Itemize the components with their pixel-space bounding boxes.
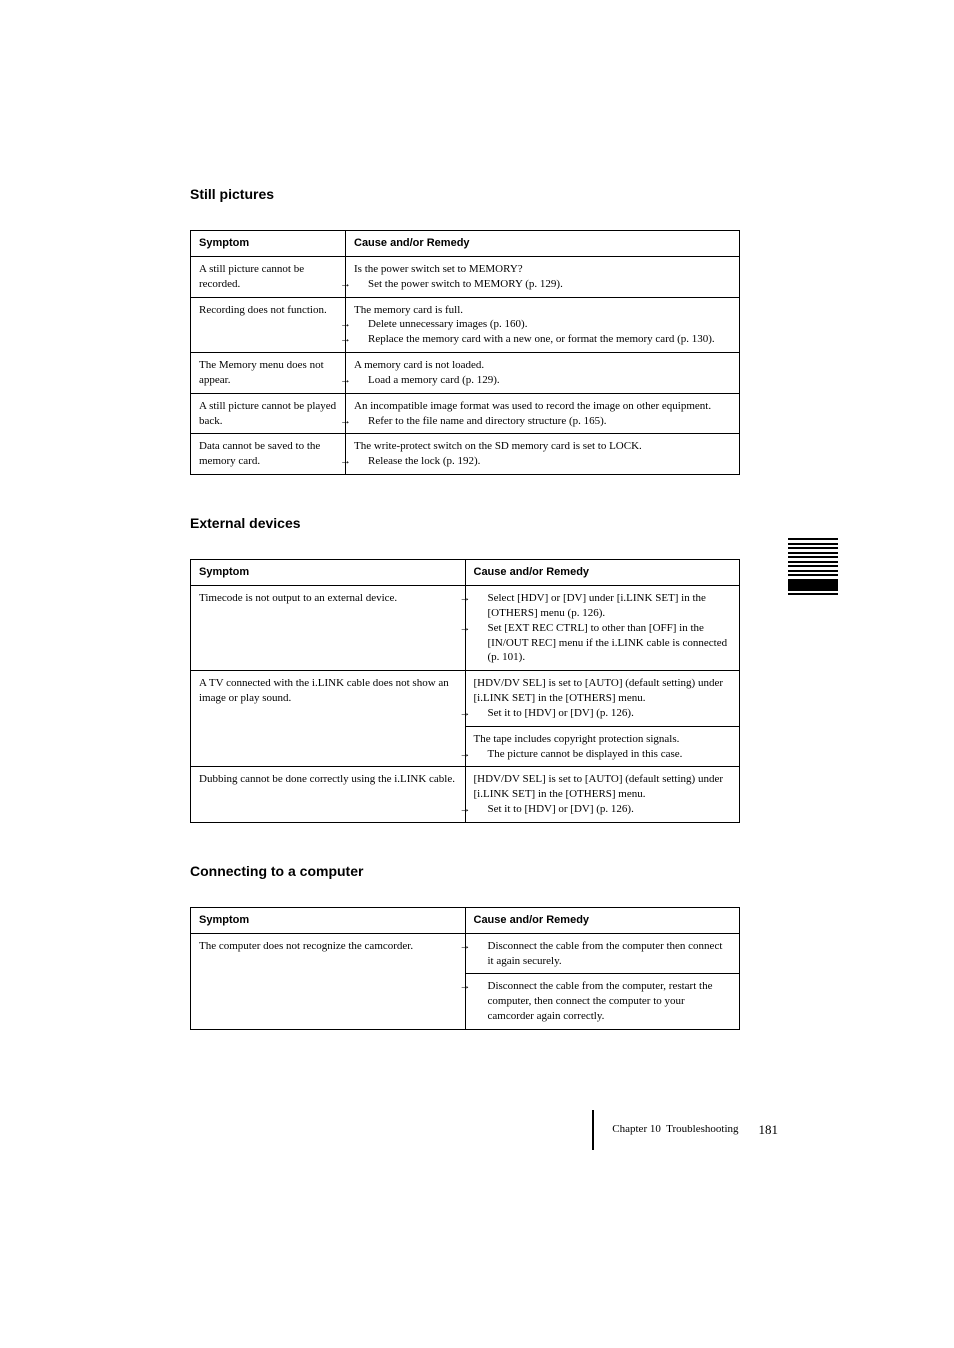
page-content: Still pictures Symptom Cause and/or Reme… [190, 186, 740, 1030]
page-number: 181 [759, 1122, 779, 1138]
thumb-bar-active [788, 579, 838, 591]
remedy-line: →Disconnect the cable from the computer,… [474, 979, 732, 1024]
remedy-line: →Replace the memory card with a new one,… [354, 332, 731, 347]
table-row: A still picture cannot be recorded. Is t… [191, 256, 740, 297]
symptom-cell: A TV connected with the i.LINK cable doe… [191, 671, 466, 767]
thumb-bar [788, 593, 838, 595]
table-row: A TV connected with the i.LINK cable doe… [191, 671, 740, 727]
remedy-cell: Is the power switch set to MEMORY? →Set … [346, 256, 740, 297]
remedy-line: →Disconnect the cable from the computer … [474, 939, 732, 969]
symptom-cell: A still picture cannot be played back. [191, 393, 346, 434]
table-still-pictures: Symptom Cause and/or Remedy A still pict… [190, 230, 740, 475]
arrow-icon: → [354, 454, 368, 469]
symptom-cell: Dubbing cannot be done correctly using t… [191, 767, 466, 823]
arrow-icon: → [474, 979, 488, 994]
arrow-icon: → [474, 591, 488, 606]
thumb-bar [788, 565, 838, 567]
arrow-icon: → [474, 747, 488, 762]
col-symptom: Symptom [191, 560, 466, 586]
remedy-line: →Set it to [HDV] or [DV] (p. 126). [474, 706, 732, 721]
remedy-cell: A memory card is not loaded. →Load a mem… [346, 353, 740, 394]
remedy-cell: The memory card is full. →Delete unneces… [346, 297, 740, 353]
table-external-devices: Symptom Cause and/or Remedy Timecode is … [190, 559, 740, 823]
cause-text: The write-protect switch on the SD memor… [354, 440, 642, 452]
arrow-icon: → [474, 621, 488, 636]
table-row: Recording does not function. The memory … [191, 297, 740, 353]
table-row: The computer does not recognize the camc… [191, 933, 740, 974]
col-remedy: Cause and/or Remedy [465, 560, 740, 586]
arrow-icon: → [474, 802, 488, 817]
remedy-line: →Release the lock (p. 192). [354, 454, 731, 469]
remedy-line: →Set it to [HDV] or [DV] (p. 126). [474, 802, 732, 817]
footer-right: Chapter 10 Troubleshooting 181 [592, 1110, 778, 1150]
arrow-icon: → [354, 414, 368, 429]
thumb-bar [788, 552, 838, 554]
cause-text: Is the power switch set to MEMORY? [354, 263, 523, 275]
symptom-cell: Recording does not function. [191, 297, 346, 353]
footer-separator [592, 1110, 594, 1150]
thumb-bar [788, 570, 838, 572]
col-symptom: Symptom [191, 231, 346, 257]
table-row: Data cannot be saved to the memory card.… [191, 434, 740, 475]
arrow-icon: → [354, 332, 368, 347]
col-remedy: Cause and/or Remedy [465, 907, 740, 933]
table-header-row: Symptom Cause and/or Remedy [191, 907, 740, 933]
thumb-bar [788, 538, 838, 540]
remedy-line: →Set [EXT REC CTRL] to other than [OFF] … [474, 621, 732, 666]
arrow-icon: → [474, 939, 488, 954]
thumb-bar [788, 556, 838, 558]
remedy-cell: [HDV/DV SEL] is set to [AUTO] (default s… [465, 767, 740, 823]
arrow-icon: → [354, 277, 368, 292]
footer-text: Chapter 10 Troubleshooting [612, 1123, 738, 1137]
remedy-line: →Refer to the file name and directory st… [354, 414, 731, 429]
remedy-line: →Delete unnecessary images (p. 160). [354, 317, 731, 332]
col-symptom: Symptom [191, 907, 466, 933]
arrow-icon: → [354, 373, 368, 388]
col-remedy: Cause and/or Remedy [346, 231, 740, 257]
section-heading-connecting-computer: Connecting to a computer [190, 863, 740, 879]
remedy-line: →Load a memory card (p. 129). [354, 373, 731, 388]
thumb-bar [788, 561, 838, 563]
remedy-cell: →Disconnect the cable from the computer … [465, 933, 740, 974]
cause-text: [HDV/DV SEL] is set to [AUTO] (default s… [474, 773, 724, 800]
page-footer: Chapter 10 Troubleshooting 181 [0, 1110, 954, 1162]
symptom-cell: Timecode is not output to an external de… [191, 585, 466, 670]
table-connecting-computer: Symptom Cause and/or Remedy The computer… [190, 907, 740, 1030]
thumb-bar [788, 547, 838, 549]
remedy-cell: [HDV/DV SEL] is set to [AUTO] (default s… [465, 671, 740, 727]
remedy-cell: An incompatible image format was used to… [346, 393, 740, 434]
symptom-cell: A still picture cannot be recorded. [191, 256, 346, 297]
remedy-cell: The write-protect switch on the SD memor… [346, 434, 740, 475]
table-row: The Memory menu does not appear. A memor… [191, 353, 740, 394]
cause-text: An incompatible image format was used to… [354, 400, 711, 412]
remedy-cell: The tape includes copyright protection s… [465, 726, 740, 767]
arrow-icon: → [354, 317, 368, 332]
table-row: A still picture cannot be played back. A… [191, 393, 740, 434]
remedy-line: →Select [HDV] or [DV] under [i.LINK SET]… [474, 591, 732, 621]
footer-title: Troubleshooting [666, 1123, 738, 1135]
remedy-cell: →Select [HDV] or [DV] under [i.LINK SET]… [465, 585, 740, 670]
section-heading-external-devices: External devices [190, 515, 740, 531]
cause-text: A memory card is not loaded. [354, 359, 484, 371]
cause-text: [HDV/DV SEL] is set to [AUTO] (default s… [474, 677, 724, 704]
table-header-row: Symptom Cause and/or Remedy [191, 231, 740, 257]
table-row: Dubbing cannot be done correctly using t… [191, 767, 740, 823]
remedy-line: →Set the power switch to MEMORY (p. 129)… [354, 277, 731, 292]
thumb-bar [788, 574, 838, 576]
arrow-icon: → [474, 706, 488, 721]
thumb-bar [788, 543, 838, 545]
symptom-cell: The Memory menu does not appear. [191, 353, 346, 394]
thumb-index [788, 538, 838, 598]
remedy-line: →The picture cannot be displayed in this… [474, 747, 732, 762]
symptom-cell: Data cannot be saved to the memory card. [191, 434, 346, 475]
remedy-cell: →Disconnect the cable from the computer,… [465, 974, 740, 1030]
table-row: Timecode is not output to an external de… [191, 585, 740, 670]
table-header-row: Symptom Cause and/or Remedy [191, 560, 740, 586]
cause-text: The tape includes copyright protection s… [474, 733, 680, 745]
cause-text: The memory card is full. [354, 304, 463, 316]
symptom-cell: The computer does not recognize the camc… [191, 933, 466, 1029]
footer-chapter: Chapter 10 [612, 1123, 661, 1135]
section-heading-still-pictures: Still pictures [190, 186, 740, 202]
